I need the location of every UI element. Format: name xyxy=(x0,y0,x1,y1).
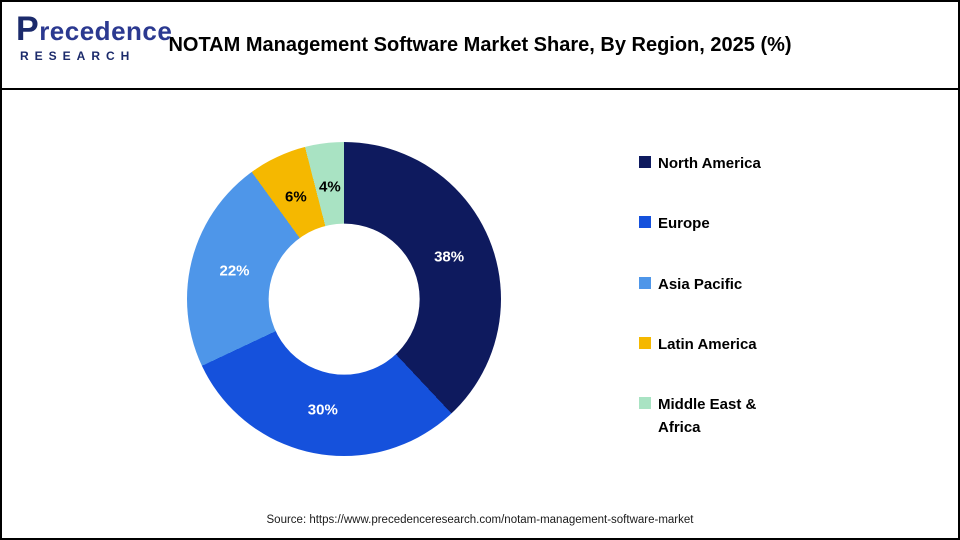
legend-swatch-icon xyxy=(639,397,651,409)
legend-item-europe: Europe xyxy=(639,212,783,235)
slice-label-30pct: 30% xyxy=(307,401,338,419)
header: Precedence RESEARCH NOTAM Management Sof… xyxy=(2,2,958,90)
chart-area: 38% 30% 22% 6% 4% North America Europe Asia Pa… xyxy=(2,90,958,538)
slice-label-6pct: 6% xyxy=(285,188,307,206)
legend-swatch-icon xyxy=(639,156,651,168)
slice-label-22pct: 22% xyxy=(219,262,250,280)
legend-label: Asia Pacific xyxy=(658,275,743,293)
donut-chart: 38% 30% 22% 6% 4% xyxy=(187,142,501,456)
legend-item-north-america: North America xyxy=(639,152,783,175)
slice-label-4pct: 4% xyxy=(318,178,341,196)
source-text: Source: https://www.precedenceresearch.c… xyxy=(266,514,694,526)
logo-name: Precedence xyxy=(16,10,173,48)
slice-label-38pct: 38% xyxy=(434,248,465,266)
legend-label: Middle East & Africa xyxy=(658,396,757,437)
legend-item-latin-america: Latin America xyxy=(639,333,783,356)
legend-item-middle-east-africa: Middle East & Africa xyxy=(639,393,783,440)
logo-subtitle: RESEARCH xyxy=(20,49,136,63)
legend-swatch-icon xyxy=(639,336,651,349)
precedence-research-logo: Precedence RESEARCH xyxy=(16,12,176,62)
chart-legend: North America Europe Asia Pacific Latin Ame… xyxy=(639,152,783,440)
legend-label: North America xyxy=(658,155,761,172)
chart-title: NOTAM Management Software Market Share, … xyxy=(168,33,792,56)
legend-label: Europe xyxy=(658,215,710,233)
legend-label: Latin America xyxy=(658,335,757,353)
legend-item-asia-pacific: Asia Pacific xyxy=(639,273,783,296)
legend-swatch-icon xyxy=(639,276,651,289)
legend-swatch-icon xyxy=(639,216,651,229)
donut-hole xyxy=(268,223,420,375)
